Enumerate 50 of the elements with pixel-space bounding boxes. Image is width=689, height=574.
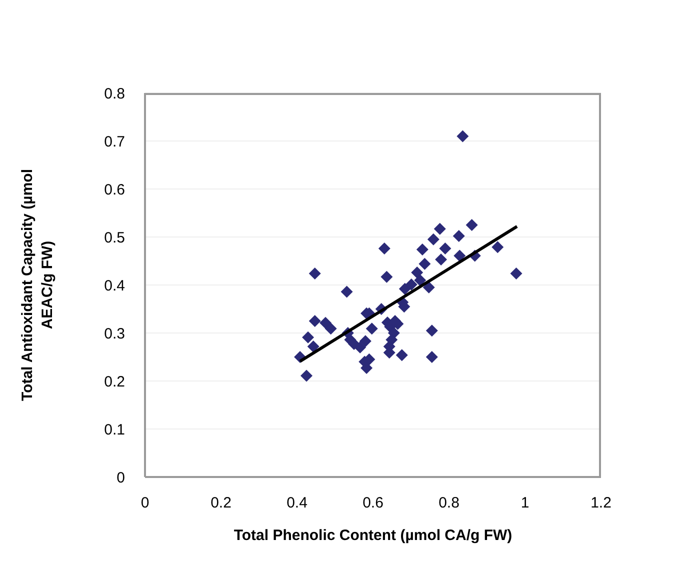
point (359, 335, 372, 348)
point (340, 286, 353, 298)
point (378, 242, 390, 255)
point (422, 281, 435, 294)
x-tick-label: 0.8 (438, 494, 460, 512)
point (454, 250, 466, 262)
point (510, 267, 522, 280)
point (380, 270, 393, 283)
point (435, 254, 448, 266)
y-tick-label: 0.4 (104, 277, 125, 294)
point (300, 370, 312, 382)
y-tick-label: 0 (116, 469, 125, 486)
point (492, 241, 504, 254)
point (452, 230, 465, 242)
point (320, 316, 332, 329)
point (426, 351, 438, 363)
x-tick-label: 1.2 (590, 494, 612, 512)
point (324, 322, 337, 335)
x-tick-label: 0.6 (362, 494, 384, 512)
x-tick-label: 0 (140, 494, 150, 512)
point (456, 130, 469, 142)
point (307, 340, 320, 352)
point (411, 266, 424, 279)
y-tick-label: 0.6 (104, 181, 125, 198)
y-tick-label: 0.5 (104, 229, 125, 246)
point (466, 219, 478, 231)
y-tick-label: 0.8 (104, 85, 125, 102)
point (302, 331, 314, 344)
x-axis-title: Total Phenolic Content (µmol CA/g FW) (234, 527, 512, 544)
point (308, 267, 321, 280)
point (354, 341, 366, 354)
y-axis-title: Total Antioxidant Capacity (µmol AEAC/g FW) (18, 168, 57, 403)
x-tick-label: 1 (520, 494, 530, 512)
x-tick-label: 0.2 (210, 494, 232, 512)
point (416, 243, 428, 256)
y-tick-label: 0.2 (104, 373, 125, 390)
point (405, 278, 418, 291)
point (396, 349, 408, 362)
point (427, 233, 440, 246)
x-tick-label: 0.4 (286, 494, 308, 512)
point (414, 274, 426, 286)
y-tick-label: 0.7 (104, 133, 125, 150)
point (418, 258, 431, 270)
point (439, 242, 452, 255)
point (366, 322, 378, 335)
point (434, 222, 446, 235)
y-tick-label: 0.3 (104, 325, 125, 342)
point (308, 315, 321, 327)
point (426, 324, 438, 337)
y-tick-label: 0.1 (104, 421, 125, 438)
